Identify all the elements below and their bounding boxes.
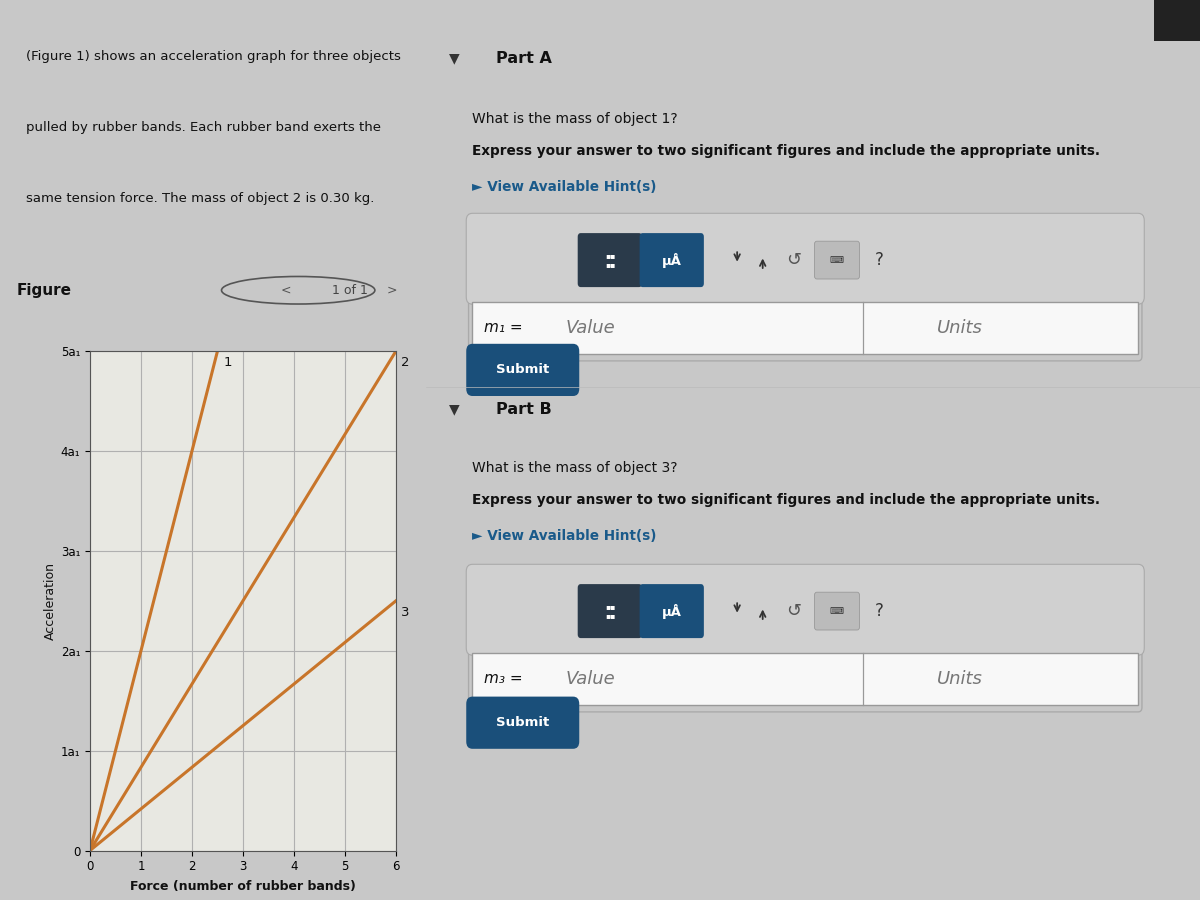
FancyBboxPatch shape bbox=[640, 584, 704, 638]
Text: <: < bbox=[280, 284, 290, 297]
Text: m₃ =: m₃ = bbox=[484, 671, 523, 686]
FancyBboxPatch shape bbox=[467, 564, 1145, 655]
FancyBboxPatch shape bbox=[467, 344, 580, 396]
Text: Figure: Figure bbox=[17, 283, 72, 298]
Text: ► View Available Hint(s): ► View Available Hint(s) bbox=[473, 180, 656, 194]
Text: ▼: ▼ bbox=[449, 402, 460, 417]
Text: μÅ: μÅ bbox=[662, 604, 682, 618]
Text: Value: Value bbox=[565, 670, 616, 688]
Y-axis label: Acceleration: Acceleration bbox=[43, 562, 56, 640]
Text: ⌨: ⌨ bbox=[830, 255, 844, 266]
FancyBboxPatch shape bbox=[815, 241, 859, 279]
Text: ?: ? bbox=[875, 602, 883, 620]
Text: ▼: ▼ bbox=[449, 51, 460, 66]
Text: ↺: ↺ bbox=[786, 602, 802, 620]
Text: same tension force. The mass of object 2 is 0.30 kg.: same tension force. The mass of object 2… bbox=[25, 192, 374, 204]
X-axis label: Force (number of rubber bands): Force (number of rubber bands) bbox=[130, 880, 356, 893]
Text: 3: 3 bbox=[401, 606, 409, 618]
Text: Part B: Part B bbox=[496, 402, 552, 417]
Text: Submit: Submit bbox=[496, 364, 550, 376]
Text: Express your answer to two significant figures and include the appropriate units: Express your answer to two significant f… bbox=[473, 493, 1100, 508]
FancyBboxPatch shape bbox=[473, 302, 1138, 354]
FancyBboxPatch shape bbox=[640, 233, 704, 287]
Text: ↺: ↺ bbox=[786, 251, 802, 269]
Text: Units: Units bbox=[937, 670, 983, 688]
Text: ▪▪
▪▪: ▪▪ ▪▪ bbox=[605, 251, 616, 269]
Text: μÅ: μÅ bbox=[662, 253, 682, 267]
Text: 1 of 1: 1 of 1 bbox=[332, 284, 368, 297]
Text: 2: 2 bbox=[401, 356, 409, 369]
Text: ► View Available Hint(s): ► View Available Hint(s) bbox=[473, 529, 656, 544]
Text: Units: Units bbox=[937, 319, 983, 337]
Text: ?: ? bbox=[875, 251, 883, 269]
Text: pulled by rubber bands. Each rubber band exerts the: pulled by rubber bands. Each rubber band… bbox=[25, 121, 380, 134]
Text: >: > bbox=[386, 284, 397, 297]
Text: Value: Value bbox=[565, 319, 616, 337]
Text: ▪▪
▪▪: ▪▪ ▪▪ bbox=[605, 602, 616, 620]
Text: Submit: Submit bbox=[496, 716, 550, 729]
Text: 1: 1 bbox=[223, 356, 232, 369]
FancyBboxPatch shape bbox=[473, 652, 1138, 705]
Text: ⌨: ⌨ bbox=[830, 606, 844, 616]
FancyBboxPatch shape bbox=[467, 697, 580, 749]
Text: Express your answer to two significant figures and include the appropriate units: Express your answer to two significant f… bbox=[473, 144, 1100, 158]
Text: What is the mass of object 3?: What is the mass of object 3? bbox=[473, 461, 678, 475]
Text: Part A: Part A bbox=[496, 51, 552, 66]
FancyBboxPatch shape bbox=[577, 233, 642, 287]
Bar bbox=[1153, 0, 1200, 40]
FancyBboxPatch shape bbox=[577, 584, 642, 638]
Text: (Figure 1) shows an acceleration graph for three objects: (Figure 1) shows an acceleration graph f… bbox=[25, 50, 401, 63]
Text: What is the mass of object 1?: What is the mass of object 1? bbox=[473, 112, 678, 127]
Text: m₁ =: m₁ = bbox=[484, 320, 523, 335]
FancyBboxPatch shape bbox=[815, 592, 859, 630]
FancyBboxPatch shape bbox=[467, 213, 1145, 304]
